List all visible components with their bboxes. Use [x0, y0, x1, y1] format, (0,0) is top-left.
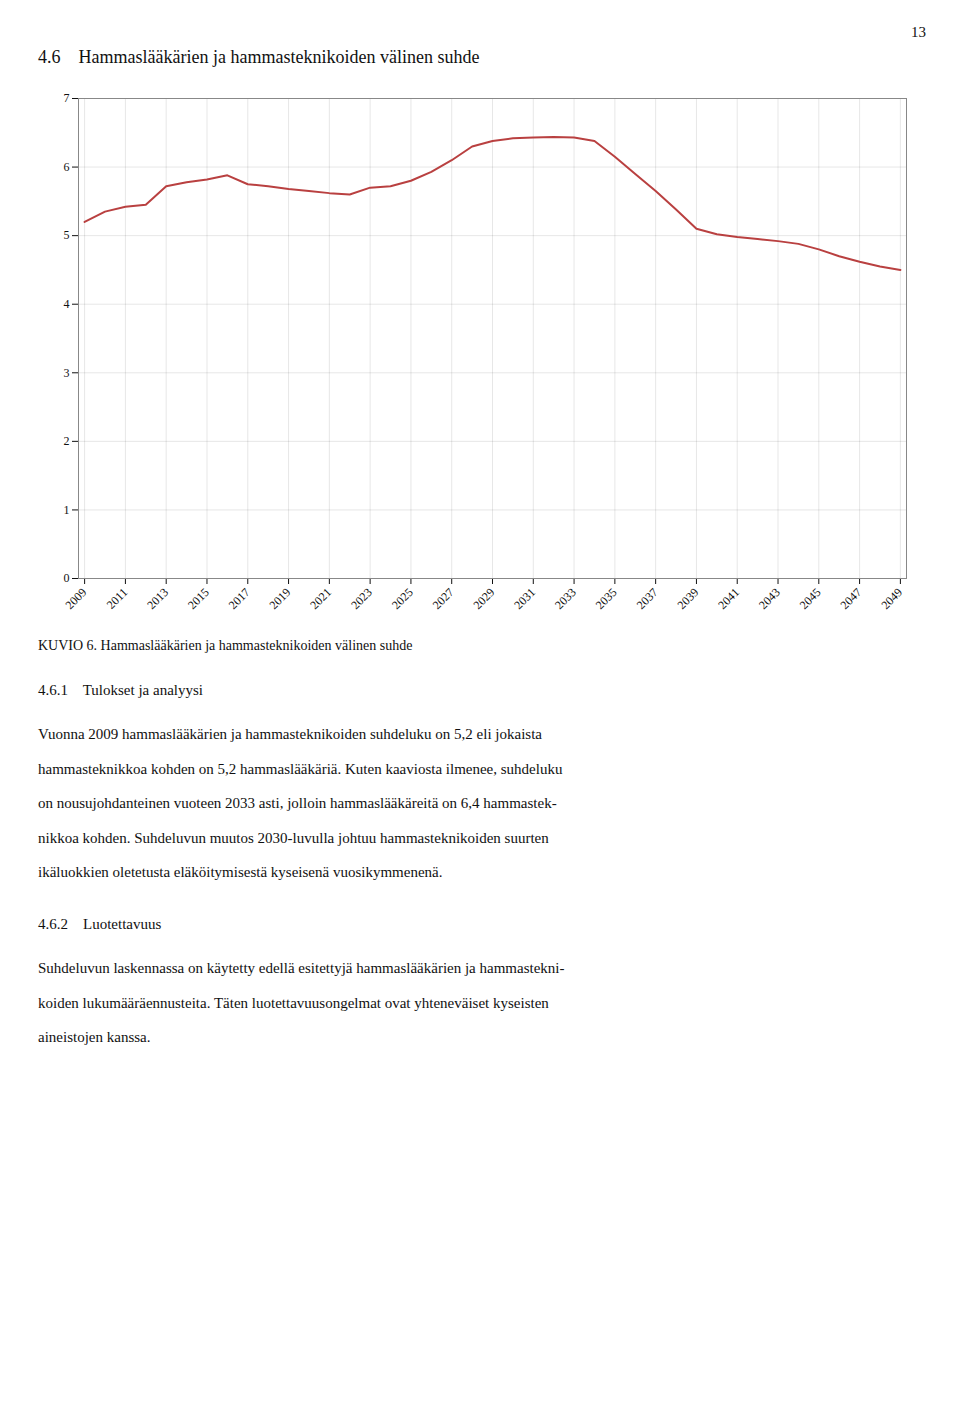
svg-text:1: 1: [64, 503, 70, 517]
svg-text:6: 6: [64, 160, 70, 174]
svg-text:2039: 2039: [674, 585, 701, 612]
svg-text:2013: 2013: [144, 585, 171, 612]
svg-text:5: 5: [64, 228, 70, 242]
svg-text:0: 0: [64, 571, 70, 585]
svg-text:2045: 2045: [797, 585, 824, 612]
svg-text:2041: 2041: [715, 585, 742, 612]
html-text:ikäluokkien oletetusta eläköit: ikäluokkien oletetusta eläköitymisestä k…: [38, 864, 443, 881]
html-text:aineistojen kanssa.: aineistojen kanssa.: [38, 1029, 151, 1046]
svg-text:2: 2: [64, 434, 70, 448]
svg-text:2031: 2031: [511, 585, 538, 612]
html-text:on nousujohdanteinen vuoteen 2: on nousujohdanteinen vuoteen 2033 asti, …: [38, 795, 557, 812]
svg-text:2029: 2029: [470, 585, 497, 612]
svg-text:3: 3: [64, 366, 70, 380]
html-text:4.6.1 Tulokset ja analyysi: 4.6.1 Tulokset ja analyysi: [38, 682, 203, 698]
svg-text:2021: 2021: [307, 585, 334, 612]
html-text:nikkoa kohden. Suhdeluvun muut: nikkoa kohden. Suhdeluvun muutos 2030-lu…: [38, 829, 549, 846]
html-text:Vuonna 2009 hammaslääkärien ja: Vuonna 2009 hammaslääkärien ja hammastek…: [38, 726, 542, 742]
svg-text:2035: 2035: [593, 585, 620, 612]
svg-text:2037: 2037: [634, 585, 661, 612]
svg-text:2049: 2049: [878, 585, 905, 612]
html-text:hammasteknikkoa kohden on 5,2: hammasteknikkoa kohden on 5,2 hammaslääk…: [38, 760, 563, 777]
svg-text:2019: 2019: [267, 585, 294, 612]
html-text:KUVIO 6. Hammaslääkärien ja ha: KUVIO 6. Hammaslääkärien ja hammasteknik…: [38, 638, 413, 653]
svg-text:2011: 2011: [104, 585, 131, 612]
svg-text:2043: 2043: [756, 585, 783, 612]
svg-text:2015: 2015: [185, 585, 212, 612]
svg-text:7: 7: [64, 91, 70, 105]
html-text:4.6 Hammaslääkärien ja hammast: 4.6 Hammaslääkärien ja hammasteknikoiden…: [38, 47, 480, 67]
svg-text:2047: 2047: [838, 585, 865, 612]
svg-text:2027: 2027: [430, 585, 457, 612]
svg-text:2009: 2009: [63, 585, 90, 612]
svg-text:2033: 2033: [552, 585, 579, 612]
svg-text:2023: 2023: [348, 585, 375, 612]
html-text:4.6.2 Luotettavuus: 4.6.2 Luotettavuus: [38, 916, 162, 932]
svg-text:2017: 2017: [226, 585, 253, 612]
html-text:koiden lukumääräennusteita. Tä: koiden lukumääräennusteita. Täten luotet…: [38, 994, 549, 1011]
svg-text:2025: 2025: [389, 585, 416, 612]
svg-text:4: 4: [64, 297, 70, 311]
html-text:Suhdeluvun laskennassa on käyt: Suhdeluvun laskennassa on käytetty edell…: [38, 960, 565, 976]
html-text:13: 13: [911, 24, 926, 40]
